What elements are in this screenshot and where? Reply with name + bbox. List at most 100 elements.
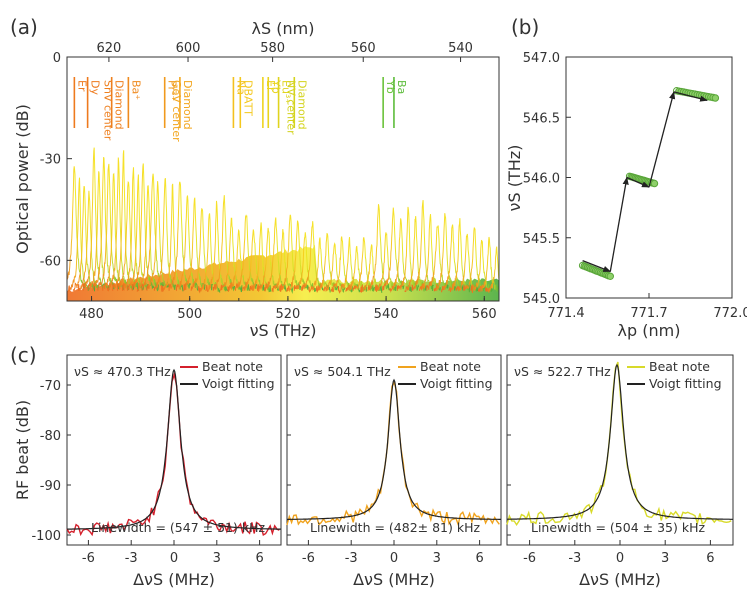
spectrum-line-43	[338, 237, 361, 294]
panel-a-ylabel: Optical power (dB)	[13, 104, 32, 254]
marker-label-0: Er	[75, 80, 88, 92]
spectrum-line-45	[352, 237, 375, 292]
marker-label-8: Er	[264, 80, 277, 92]
panel-a-optical-spectrum: Er Dy DiamondSnV center Ba⁺ Pr³⁺ DiamondGeV c…	[13, 19, 500, 340]
panel-c3-legend-beat: Beat note	[649, 359, 710, 374]
a-toptick-label-0: 620	[96, 41, 121, 56]
a-xtick-label-1: 500	[177, 307, 202, 322]
marker-label-line2-11: NV center	[284, 80, 297, 135]
a-ytick-label-1: -30	[40, 153, 61, 168]
c2-plot-voigt-fit	[287, 378, 501, 520]
a-xtick-label-2: 520	[275, 307, 300, 322]
a-toptick-label-1: 600	[176, 41, 201, 56]
spectrum-line-59	[455, 233, 478, 292]
marker-label-3: Ba⁺	[129, 80, 142, 100]
c1-plot-ytick-label-3: -100	[31, 529, 61, 544]
marker-label-11: DiamondNV center	[284, 80, 308, 135]
c1-plot-xtick-label-0: -6	[82, 551, 95, 566]
panel-c1-beat: -6 -3 0 3 6 -70 -80 -90 -100 νS ≈ 470.3 THz Line…	[13, 354, 282, 589]
panel-a-frame	[66, 56, 500, 302]
panel-c3-legend-fit: Voigt fitting	[649, 376, 722, 391]
b-ytick-label-2: 546.0	[523, 172, 560, 187]
panel-c1-title: νS ≈ 470.3 THz	[74, 364, 171, 379]
panel-a-xlabel: νS (THz)	[250, 321, 317, 340]
marker-label-7: DBATT	[241, 80, 254, 116]
c3-plot-xtick-label-2: 0	[616, 551, 624, 566]
marker-label-2: DiamondSnV center	[102, 80, 126, 141]
c2-plot-xtick-label-3: 3	[433, 551, 441, 566]
panel-c3-beat: -6 -3 0 3 6 νS ≈ 522.7 THz Linewidth = (504 …	[506, 354, 734, 589]
panel-label-a: (a)	[10, 15, 38, 39]
c2-plot-xtick-label-0: -6	[302, 551, 315, 566]
panel-c2-legend-beat: Beat note	[420, 359, 481, 374]
c3-plot-xtick-label-3: 3	[661, 551, 669, 566]
c1-plot-beat-note	[66, 371, 280, 537]
panel-b-xlabel: λp (nm)	[618, 321, 681, 340]
b-point-2-17	[711, 94, 720, 102]
c2-plot-beat-note	[286, 380, 500, 527]
panel-c1-legend-fit: Voigt fitting	[202, 376, 275, 391]
spectrum-line-50	[389, 218, 412, 293]
a-toptick-label-4: 540	[448, 41, 473, 56]
c1-plot-xtick-label-2: 0	[170, 551, 178, 566]
panel-b-ylabel: νS (THz)	[505, 145, 524, 212]
b-arrow-4	[673, 91, 708, 102]
b-xtick-label-1: 771.7	[630, 306, 667, 321]
c3-plot-xtick-label-0: -6	[523, 551, 536, 566]
b-ytick-label-0: 545.0	[523, 292, 560, 307]
a-ytick-label-2: -60	[40, 254, 61, 269]
c3-plot-xtick-label-1: -3	[568, 551, 581, 566]
marker-label-1: Dy	[89, 80, 102, 95]
a-toptick-label-2: 580	[260, 41, 285, 56]
c1-plot-voigt-fit	[67, 368, 281, 530]
c1-plot-ytick-label-1: -80	[40, 429, 61, 444]
panel-c2-beat: -6 -3 0 3 6 νS ≈ 504.1 THz Linewidth = (482±…	[286, 354, 502, 589]
c2-plot-xtick-label-4: 6	[475, 551, 483, 566]
spectrum-line-6	[92, 157, 115, 291]
c1-plot-xtick-label-1: -3	[125, 551, 138, 566]
c3-plot-voigt-fit	[507, 363, 733, 520]
marker-label-line1-11: Diamond	[295, 80, 308, 130]
marker-label-line2-5: GeV center	[170, 80, 183, 142]
a-ytick-label-0: 0	[53, 51, 61, 66]
c2-plot-xtick-label-1: -3	[345, 551, 358, 566]
b-ytick-label-1: 545.5	[523, 232, 560, 247]
panel-c2-legend: Beat note Voigt fitting	[398, 359, 493, 391]
marker-label-5: DiamondGeV center	[170, 80, 194, 142]
panel-c2-linewidth: Linewidth = (482± 81) kHz	[310, 520, 481, 535]
marker-label-line1-2: Diamond	[113, 80, 126, 130]
b-arrow-3	[648, 91, 676, 188]
b-point-0-17	[606, 272, 614, 280]
panel-b-tuning: 771.4 771.7 772.0 545.0 545.5 546.0 546.5 547.0…	[505, 51, 747, 340]
marker-label-4: Pr³⁺	[166, 80, 179, 101]
panel-c1-linewidth: Linewidth = (547 ± 51) kHz	[91, 520, 265, 535]
spectrum-line-22	[183, 197, 206, 291]
panel-c3-xlabel: ΔνS (MHz)	[579, 570, 661, 589]
b-xtick-label-2: 772.0	[713, 306, 747, 321]
marker-label-10: Eu³⁺	[280, 80, 293, 104]
c1-plot-xtick-label-4: 6	[255, 551, 263, 566]
b-point-1-17	[650, 179, 659, 188]
spectrum-line-63	[485, 246, 499, 294]
a-toptick-label-3: 560	[351, 41, 376, 56]
spectrum-line-49	[382, 207, 405, 291]
a-xtick-label-4: 560	[472, 307, 497, 322]
spectrum-line-55	[426, 225, 449, 291]
c3-plot-xtick-label-4: 6	[706, 551, 714, 566]
b-ytick-label-4: 547.0	[523, 51, 560, 66]
panel-c-ylabel: RF beat (dB)	[13, 400, 32, 500]
spectrum-line-0	[67, 166, 86, 289]
spectrum-line-57	[441, 224, 464, 293]
a-xtick-label-3: 540	[374, 307, 399, 322]
b-arrow-1	[609, 176, 629, 272]
c2-plot-xtick-label-2: 0	[390, 551, 398, 566]
panel-c2-title: νS ≈ 504.1 THz	[294, 364, 391, 379]
panel-c3-legend: Beat note Voigt fitting	[627, 359, 722, 391]
spectrum-line-47	[367, 204, 390, 291]
spectrum-line-26	[212, 195, 235, 292]
marker-label-line2-2: SnV center	[102, 80, 115, 141]
b-ytick-label-3: 546.5	[523, 111, 560, 126]
panel-a-top-xlabel: λS (nm)	[252, 19, 315, 38]
panel-c1-xlabel: ΔνS (MHz)	[133, 570, 215, 589]
